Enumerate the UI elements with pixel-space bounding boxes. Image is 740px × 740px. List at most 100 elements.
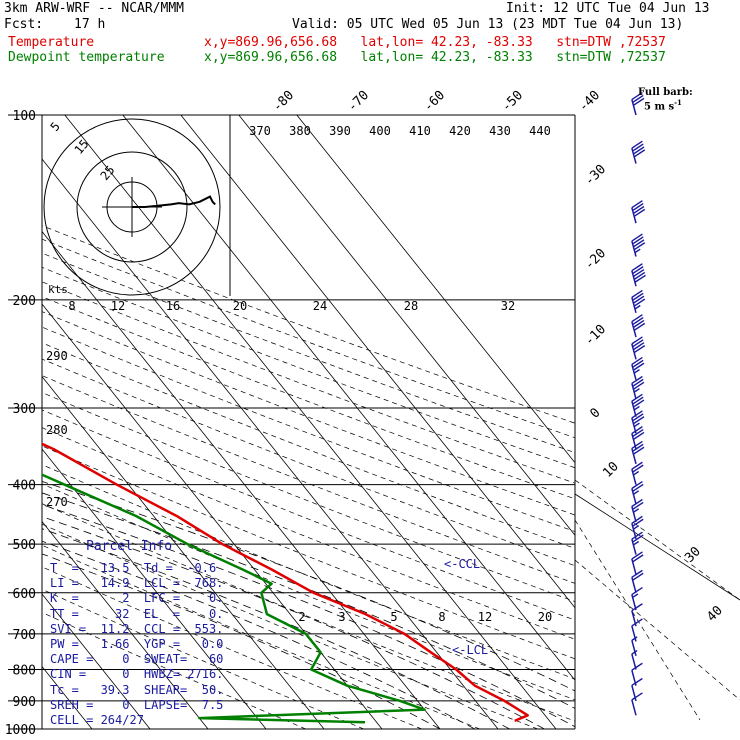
hodograph-ring — [76, 151, 188, 263]
wind-barb-half — [631, 636, 638, 641]
isotherm-label: 10 — [600, 459, 622, 481]
wind-barb-full — [632, 518, 644, 527]
dry-adiabat-extension — [574, 479, 740, 601]
wind-barb — [631, 440, 645, 465]
dry-adiabat-line — [42, 544, 480, 729]
parcel-info-row: SVI = 11.2 CCL = 553. — [50, 621, 224, 636]
parcel-info-row: Tc = 39.3 SHEAR= 50. — [50, 682, 224, 697]
wind-barb-full — [632, 378, 644, 387]
wind-barb-full — [632, 464, 644, 473]
theta-e-label: 410 — [409, 124, 431, 138]
wind-barb — [631, 498, 644, 523]
forecast-hour: 17 h — [74, 17, 106, 32]
isotherm-line — [296, 115, 575, 464]
parcel-info-row: CELL = 264/27 — [50, 713, 144, 727]
isotherm-line — [42, 375, 325, 729]
theta-label: 270 — [46, 495, 68, 509]
mixing-ratio-label: 20 — [233, 299, 247, 313]
pressure-tick-label: 500 — [13, 538, 36, 553]
wind-barb-full — [632, 534, 644, 543]
wind-barb-half — [633, 470, 640, 476]
wind-barb-half — [633, 405, 640, 411]
theta-label: 280 — [46, 423, 68, 437]
dry-adiabat-extension — [574, 559, 740, 701]
theta-e-label: 420 — [449, 124, 471, 138]
isotherm-line — [122, 115, 575, 681]
wind-barb-half — [634, 304, 641, 310]
mixing-ratio-label: 2 — [298, 610, 305, 624]
temperature-location-info: x,y=869.96,656.68 lat,lon= 42.23, -83.33… — [204, 35, 666, 50]
theta-e-label: 430 — [489, 124, 511, 138]
mixing-ratio-label: 20 — [538, 610, 552, 624]
wind-barb-half — [633, 369, 640, 374]
wind-barb-full — [631, 289, 643, 298]
sounding-traces — [42, 442, 529, 724]
mixing-ratio-label: 8 — [438, 610, 445, 624]
wind-barb-full — [631, 498, 643, 508]
wind-barb-half — [633, 508, 640, 513]
wind-barb-full — [631, 461, 643, 470]
wind-barb-full — [631, 314, 643, 323]
dry-adiabat-line — [42, 588, 364, 729]
wind-barb-full — [631, 410, 643, 419]
wind-barb-half — [633, 490, 640, 495]
wind-barb-full — [633, 271, 646, 280]
wind-barb-full — [633, 239, 645, 248]
wind-barb-full — [631, 569, 643, 578]
parcel-info-title: Parcel Info — [86, 539, 173, 554]
dry-adiabat-line — [42, 252, 575, 453]
dry-adiabat-line — [42, 296, 575, 500]
wind-barb-full — [631, 426, 643, 435]
wind-barb-half — [634, 248, 641, 254]
theta-label: 290 — [46, 349, 68, 363]
wind-barb — [631, 233, 646, 257]
isotherm-line — [42, 448, 267, 729]
pressure-tick-label: 600 — [13, 587, 36, 602]
wind-barb-full — [632, 501, 644, 510]
parcel-info-row: LI = 14.9 LCL = 768. — [50, 576, 224, 591]
hodograph-ring — [43, 118, 221, 296]
wind-barb-staff — [631, 653, 637, 670]
isotherm-label: -30 — [582, 162, 609, 189]
wind-barb — [631, 461, 644, 485]
wind-barb — [631, 480, 644, 505]
isotherm-extension — [574, 493, 740, 601]
wind-barb — [631, 649, 638, 670]
wind-barb — [631, 569, 644, 593]
wind-barb-full — [632, 572, 644, 581]
isotherm-label: -70 — [345, 88, 372, 115]
wind-barb-full — [632, 413, 644, 422]
wind-barb — [631, 551, 644, 575]
wind-barb — [631, 677, 643, 702]
wind-barbs — [631, 91, 646, 716]
wind-barb — [631, 336, 646, 360]
lcl-annotation: <-LCL — [452, 643, 488, 657]
wind-barb-full — [633, 149, 646, 158]
theta-e-label: 390 — [329, 124, 351, 138]
wind-barb-full — [631, 618, 643, 627]
dry-adiabat-line — [42, 566, 422, 729]
isotherm-line — [42, 158, 499, 729]
wind-barb — [631, 393, 645, 417]
wind-barb — [631, 289, 646, 314]
model-title: 3km ARW-WRF -- NCAR/MMM — [4, 1, 185, 16]
wind-barb-full — [632, 236, 644, 245]
wind-barb-staff — [631, 640, 637, 657]
wind-barb-full — [632, 359, 644, 368]
wind-barb-full — [631, 440, 643, 450]
wind-barb-full — [633, 446, 645, 455]
wind-barb-half — [633, 388, 640, 393]
wind-barb-half — [633, 525, 640, 530]
mixing-ratio-label: 8 — [68, 299, 75, 313]
parcel-info-row: SREH = 0 LAPSE= 7.5 — [50, 697, 224, 712]
wind-barb-full — [631, 393, 643, 402]
pressure-tick-label: 100 — [13, 109, 36, 124]
wind-barb — [631, 314, 646, 338]
pressure-tick-label: 300 — [13, 402, 36, 417]
wind-barb-full — [633, 298, 646, 307]
wind-barb-half — [632, 593, 639, 599]
dry-adiabat-line — [42, 503, 575, 722]
dewpoint-trace — [42, 473, 426, 724]
isotherm-line — [42, 230, 441, 729]
